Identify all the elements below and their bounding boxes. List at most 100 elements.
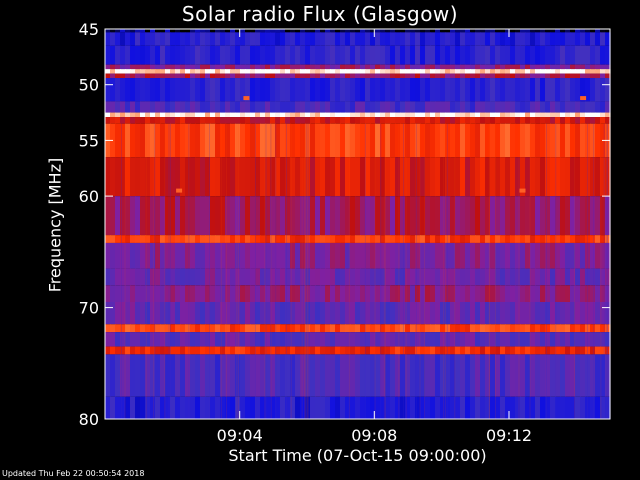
spectrum-cell <box>460 157 466 197</box>
spectrum-cell <box>340 346 346 355</box>
spectrum-cell <box>180 235 186 243</box>
spectrum-cell <box>340 73 346 79</box>
spectrum-cell <box>455 324 461 333</box>
spectrum-cell <box>410 45 416 65</box>
spectrum-cell <box>365 346 371 355</box>
spectrum-cell <box>345 117 351 124</box>
spectrum-cell <box>380 101 386 113</box>
spectrum-cell <box>220 29 226 33</box>
spectrum-cell <box>120 101 126 113</box>
spectrum-cell <box>395 332 401 347</box>
spectrum-cell <box>265 235 271 243</box>
spectrum-cell <box>245 69 251 74</box>
spectrum-cell <box>480 123 486 158</box>
spectrum-cell <box>200 346 206 355</box>
spectrum-cell <box>385 324 391 333</box>
spectrum-cell <box>155 354 161 397</box>
spectrum-cell <box>405 29 411 33</box>
spectrum-cell <box>290 64 296 70</box>
spectrum-cell <box>510 354 516 397</box>
spectrum-cell <box>295 196 301 236</box>
spectrum-cell <box>165 354 171 397</box>
spectrum-cell <box>390 117 396 124</box>
spectrum-cell <box>125 29 131 33</box>
spectrum-cell <box>590 45 596 65</box>
spectrum-cell <box>245 332 251 347</box>
spectrum-cell <box>245 285 251 302</box>
spectrum-cell <box>440 157 446 197</box>
spectrum-cell <box>340 64 346 70</box>
spectrum-cell <box>565 69 571 74</box>
spectrum-cell <box>460 242 466 269</box>
spectrum-cell <box>465 78 471 102</box>
spectrum-cell <box>330 346 336 355</box>
spectrum-cell <box>400 73 406 79</box>
spectrum-cell <box>585 302 591 325</box>
spectrum-cell <box>470 117 476 124</box>
spectrum-cell <box>395 32 401 46</box>
updated-timestamp: Updated Thu Feb 22 00:50:54 2018 <box>2 469 145 478</box>
spectrum-cell <box>185 346 191 355</box>
spectrum-cell <box>105 268 111 286</box>
spectrum-cell <box>465 112 471 118</box>
spectrum-cell <box>250 45 256 65</box>
spectrum-cell <box>140 78 146 102</box>
spectrum-cell <box>410 302 416 325</box>
hotspot <box>243 96 250 101</box>
y-tick-label: 50 <box>79 76 99 95</box>
spectrum-cell <box>325 396 331 419</box>
spectrum-cell <box>285 45 291 65</box>
spectrum-cell <box>130 346 136 355</box>
spectrum-cell <box>235 285 241 302</box>
noise-streak <box>443 123 445 419</box>
spectrum-cell <box>395 101 401 113</box>
spectrum-cell <box>315 332 321 347</box>
spectrum-cell <box>420 332 426 347</box>
spectrum-cell <box>550 242 556 269</box>
spectrum-cell <box>140 32 146 46</box>
spectrum-cell <box>110 346 116 355</box>
spectrum-cell <box>315 73 321 79</box>
spectrum-cell <box>400 268 406 286</box>
spectrum-cell <box>605 196 611 236</box>
spectrum-cell <box>555 78 561 102</box>
spectrum-cell <box>550 396 556 419</box>
spectrum-cell <box>240 45 246 65</box>
spectrum-cell <box>205 268 211 286</box>
spectrum-cell <box>525 29 531 33</box>
spectrum-cell <box>175 302 181 325</box>
spectrum-cell <box>570 302 576 325</box>
spectrum-cell <box>455 354 461 397</box>
spectrum-cell <box>190 78 196 102</box>
spectrum-cell <box>570 332 576 347</box>
spectrum-cell <box>185 196 191 236</box>
spectrum-cell <box>460 73 466 79</box>
spectrum-cell <box>220 302 226 325</box>
spectrum-cell <box>400 101 406 113</box>
spectrum-cell <box>135 242 141 269</box>
spectrum-cell <box>245 112 251 118</box>
spectrum-cell <box>490 117 496 124</box>
spectrum-cell <box>455 73 461 79</box>
spectrum-cell <box>345 32 351 46</box>
spectrum-cell <box>195 242 201 269</box>
spectrum-cell <box>145 196 151 236</box>
spectrum-cell <box>350 302 356 325</box>
spectrum-cell <box>150 268 156 286</box>
spectrum-cell <box>565 73 571 79</box>
spectrum-cell <box>440 285 446 302</box>
spectrum-cell <box>275 64 281 70</box>
spectrum-cell <box>330 123 336 158</box>
spectrum-cell <box>250 123 256 158</box>
spectrum-cell <box>350 285 356 302</box>
spectrum-cell <box>190 332 196 347</box>
spectrum-cell <box>160 112 166 118</box>
spectrum-cell <box>405 302 411 325</box>
spectrum-cell <box>105 64 111 70</box>
spectrum-cell <box>540 157 546 197</box>
spectrum-cell <box>225 268 231 286</box>
noise-streak <box>305 123 307 419</box>
spectrum-cell <box>605 117 611 124</box>
spectrum-cell <box>450 346 456 355</box>
spectrum-cell <box>330 32 336 46</box>
